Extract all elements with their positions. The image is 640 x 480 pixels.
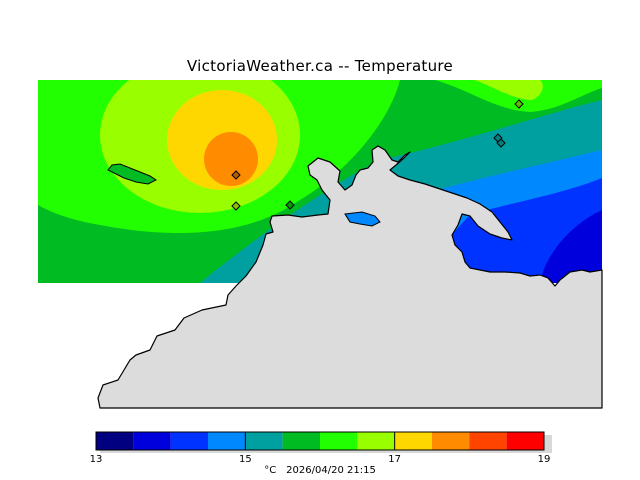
- timestamp: 2026/04/20 21:15: [286, 465, 376, 476]
- legend-tick-label: 17: [388, 454, 402, 465]
- legend-tick-label: 13: [89, 454, 103, 465]
- legend-swatch: [394, 432, 432, 450]
- inlet-water: [344, 211, 381, 227]
- legend-swatch: [506, 432, 544, 450]
- legend-caption: °C 2026/04/20 21:15: [0, 465, 640, 476]
- legend-tick-label: 15: [238, 454, 252, 465]
- legend-swatch: [170, 432, 208, 450]
- station-marker-1[interactable]: [231, 170, 241, 180]
- legend-swatch: [282, 432, 320, 450]
- legend-colorbar: [95, 431, 552, 453]
- page-title: VictoriaWeather.ca -- Temperature: [186, 57, 454, 75]
- legend-swatch: [357, 432, 395, 450]
- station-marker-4[interactable]: [514, 99, 524, 109]
- legend-swatch: [320, 432, 358, 450]
- station-markers: [231, 99, 524, 211]
- station-marker-6[interactable]: [496, 138, 506, 148]
- legend-unit: °C: [264, 465, 277, 476]
- band-17-17.5-east: [475, 80, 543, 100]
- legend-swatch: [133, 432, 171, 450]
- legend-tick-label: 19: [537, 454, 551, 465]
- band-18-18.5: [204, 132, 258, 186]
- legend-swatch: [469, 432, 507, 450]
- legend-swatch: [96, 432, 134, 450]
- legend-swatch: [208, 432, 246, 450]
- station-marker-2[interactable]: [231, 201, 241, 211]
- band-14-14.5: [540, 210, 602, 283]
- legend-swatch: [432, 432, 470, 450]
- station-marker-3[interactable]: [285, 200, 295, 210]
- legend-swatch: [245, 432, 283, 450]
- land-mass: [97, 145, 603, 409]
- island: [107, 163, 157, 185]
